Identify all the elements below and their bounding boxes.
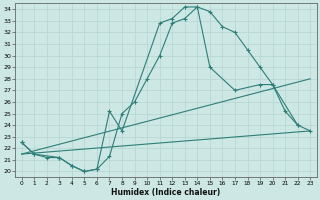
X-axis label: Humidex (Indice chaleur): Humidex (Indice chaleur) (111, 188, 220, 197)
